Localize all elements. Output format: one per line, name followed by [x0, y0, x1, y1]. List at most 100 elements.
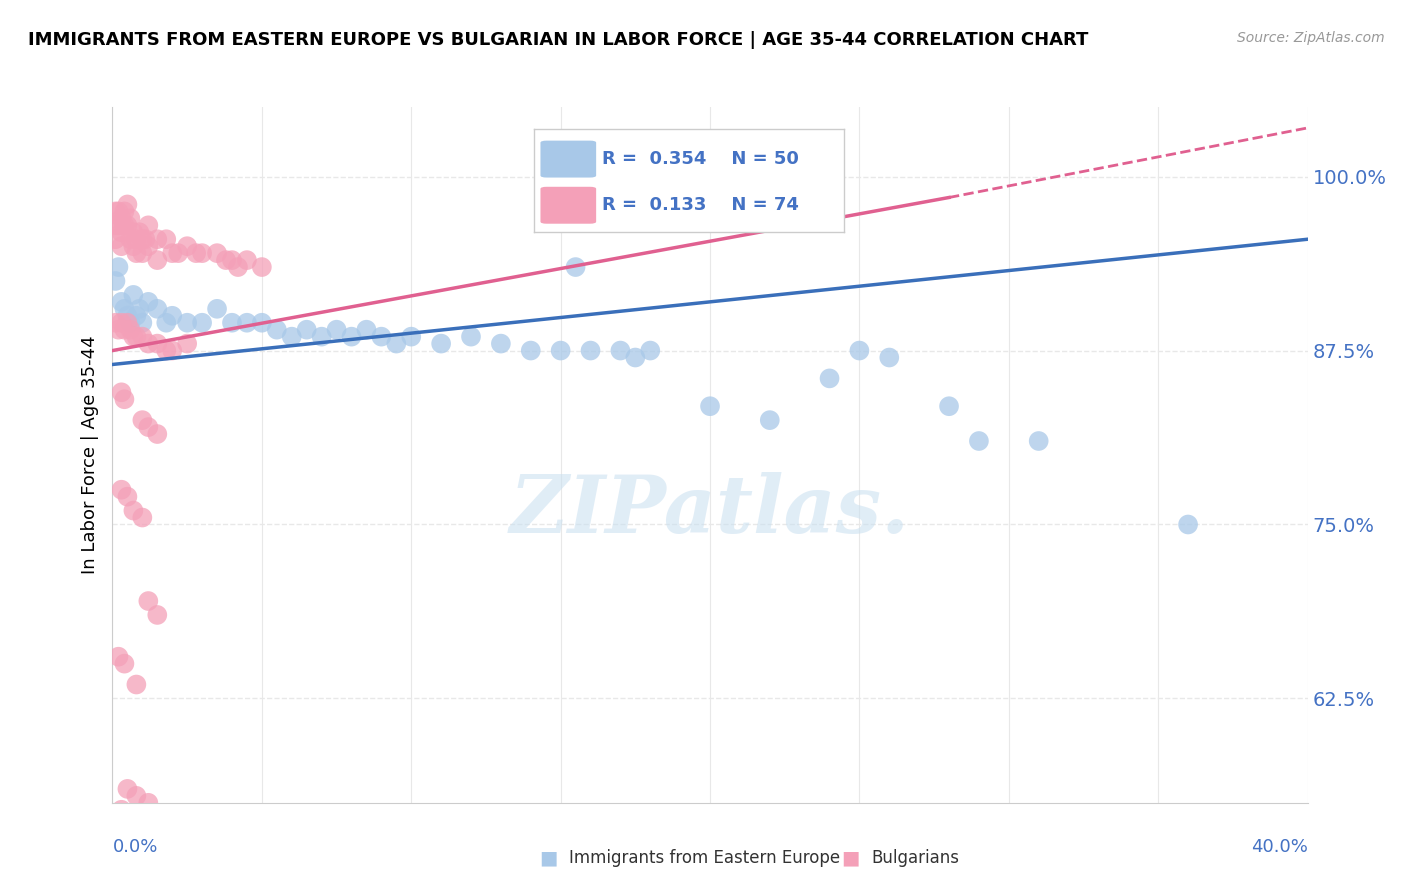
Text: ■: ■	[538, 848, 558, 868]
Point	[110, 239, 132, 253]
Point	[114, 204, 135, 219]
Point	[131, 232, 153, 246]
Point	[107, 204, 129, 219]
Point	[155, 232, 177, 246]
Point	[818, 371, 841, 385]
Text: Source: ZipAtlas.com: Source: ZipAtlas.com	[1237, 31, 1385, 45]
Point	[114, 323, 135, 337]
Point	[128, 225, 150, 239]
Point	[162, 309, 183, 323]
Point	[176, 316, 198, 330]
Point	[117, 197, 139, 211]
Point	[138, 239, 160, 253]
Point	[138, 219, 160, 233]
FancyBboxPatch shape	[540, 141, 596, 178]
Point	[146, 427, 169, 442]
Point	[128, 301, 150, 316]
Point	[146, 336, 169, 351]
Point	[138, 294, 160, 309]
Point	[250, 260, 273, 274]
Point	[877, 351, 901, 365]
Point	[250, 316, 273, 330]
Point	[122, 503, 145, 517]
Point	[759, 413, 782, 427]
Point	[125, 329, 148, 343]
Point	[110, 483, 132, 497]
Point	[117, 316, 139, 330]
Text: Immigrants from Eastern Europe: Immigrants from Eastern Europe	[569, 849, 841, 867]
Point	[131, 246, 153, 260]
Point	[221, 253, 243, 268]
Point	[104, 204, 127, 219]
Point	[138, 420, 160, 434]
Point	[281, 329, 304, 343]
Point	[104, 274, 127, 288]
Point	[110, 294, 132, 309]
Point	[131, 329, 153, 343]
Point	[186, 246, 208, 260]
Point	[146, 232, 169, 246]
Point	[340, 329, 363, 343]
Point	[236, 253, 259, 268]
Point	[215, 253, 238, 268]
Point	[176, 239, 198, 253]
Point	[176, 336, 198, 351]
Point	[117, 781, 139, 796]
Point	[120, 211, 142, 226]
Point	[131, 413, 153, 427]
Point	[117, 309, 139, 323]
Point	[236, 316, 259, 330]
Point	[430, 336, 453, 351]
Point	[1028, 434, 1050, 448]
Point	[564, 260, 586, 274]
Y-axis label: In Labor Force | Age 35-44: In Labor Force | Age 35-44	[80, 335, 98, 574]
Point	[125, 677, 148, 691]
Point	[162, 246, 183, 260]
FancyBboxPatch shape	[540, 186, 596, 224]
Point	[110, 316, 132, 330]
Point	[266, 323, 288, 337]
Point	[311, 329, 333, 343]
Point	[104, 232, 127, 246]
Point	[138, 336, 160, 351]
Point	[385, 336, 408, 351]
Point	[117, 490, 139, 504]
Point	[107, 649, 129, 664]
Text: IMMIGRANTS FROM EASTERN EUROPE VS BULGARIAN IN LABOR FORCE | AGE 35-44 CORRELATI: IMMIGRANTS FROM EASTERN EUROPE VS BULGAR…	[28, 31, 1088, 49]
Point	[110, 385, 132, 400]
Point	[104, 316, 127, 330]
Point	[114, 219, 135, 233]
Point	[110, 211, 132, 226]
Point	[370, 329, 392, 343]
Point	[104, 219, 127, 233]
Point	[114, 301, 135, 316]
Text: 0.0%: 0.0%	[112, 838, 157, 855]
Point	[401, 329, 423, 343]
Point	[848, 343, 870, 358]
Point	[114, 657, 135, 671]
Point	[489, 336, 512, 351]
Point	[146, 607, 169, 622]
Point	[131, 316, 153, 330]
Point	[638, 343, 662, 358]
Point	[146, 301, 169, 316]
Point	[191, 316, 214, 330]
Point	[520, 343, 543, 358]
Point	[624, 351, 647, 365]
Text: R =  0.133    N = 74: R = 0.133 N = 74	[602, 196, 799, 214]
Point	[205, 246, 228, 260]
Point	[295, 323, 318, 337]
Point	[205, 301, 228, 316]
Point	[967, 434, 990, 448]
Point	[1177, 517, 1199, 532]
Point	[138, 594, 160, 608]
Point	[325, 323, 347, 337]
Point	[120, 232, 142, 246]
Point	[114, 392, 135, 407]
Point	[107, 219, 129, 233]
Point	[221, 316, 243, 330]
Point	[125, 246, 148, 260]
Point	[131, 510, 153, 524]
Point	[1147, 816, 1170, 830]
Point	[122, 225, 145, 239]
